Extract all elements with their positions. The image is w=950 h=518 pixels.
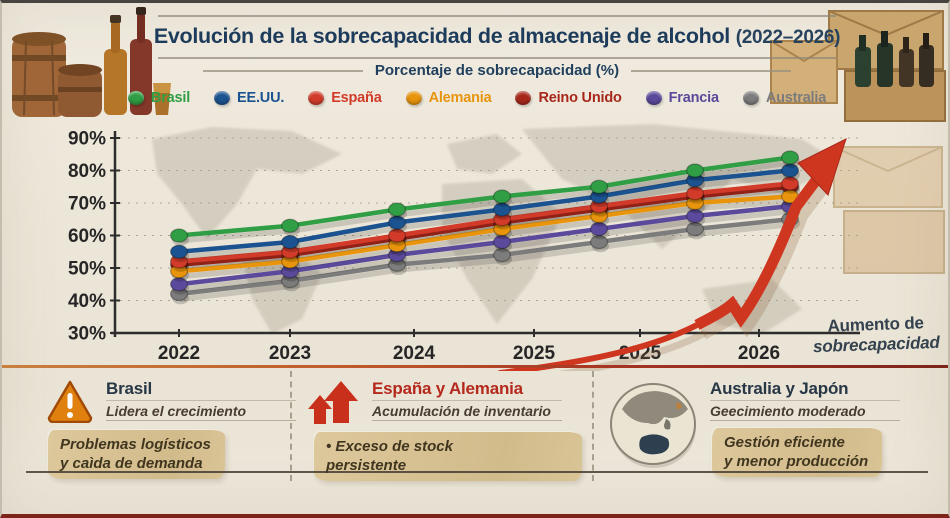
- note-line: y menor producción: [724, 453, 869, 470]
- x-tick-label: 2022: [158, 343, 200, 364]
- y-tick-label: 30%: [68, 324, 106, 345]
- y-tick-label: 70%: [68, 194, 106, 215]
- subtitle-rule-left: [202, 69, 363, 72]
- data-point: [589, 179, 608, 194]
- data-point: [388, 202, 407, 217]
- y-tick-label: 50%: [68, 259, 106, 280]
- panel-title: Australia y Japón: [710, 379, 900, 401]
- y-tick-label: 90%: [68, 129, 106, 150]
- data-point: [281, 234, 300, 250]
- legend-label: EE.UU.: [237, 90, 285, 106]
- title-rule-bottom: [158, 57, 836, 59]
- note-box: • Exceso de stock persistente: [314, 432, 582, 481]
- house-arrow-icon: [308, 381, 358, 424]
- legend-dot: [308, 91, 325, 105]
- chart-subtitle: Porcentaje de sobrecapacidad (%): [374, 62, 620, 79]
- panel-title: Brasil: [106, 379, 296, 401]
- boxes-decoration: [833, 146, 945, 274]
- legend-dot: [405, 91, 422, 105]
- legend-label: España: [331, 90, 382, 106]
- data-point: [685, 163, 704, 178]
- data-point: [170, 228, 189, 243]
- header: Evolución de la sobrecapacidad de almace…: [152, 13, 842, 79]
- x-tick-label: 2023: [269, 343, 311, 364]
- legend-label: Australia: [765, 90, 827, 106]
- globe-icon: [610, 383, 696, 468]
- barrels-bottles-illustration: [12, 7, 171, 117]
- page-title: Evolución de la sobrecapacidad de almace…: [152, 21, 842, 53]
- panel-title: España y Alemania: [372, 379, 562, 401]
- legend-dot: [645, 91, 662, 105]
- subtitle-rule-right: [631, 69, 792, 72]
- legend-label: Brasil: [150, 90, 191, 106]
- note-line: y caìda de demanda: [60, 455, 203, 472]
- series-brasil: [170, 150, 800, 246]
- data-point: [170, 244, 189, 259]
- section-divider: [2, 365, 948, 368]
- series-australia: [170, 212, 800, 305]
- page-title-text: Evolución de la sobrecapacidad de almace…: [153, 24, 730, 48]
- note-box: Gestión eficiente y menor producción: [712, 428, 883, 477]
- y-tick-label: 80%: [68, 161, 106, 182]
- legend-dot: [515, 91, 532, 105]
- series-espa-a: [170, 176, 800, 272]
- boxes-bottles-illustration: [770, 10, 946, 122]
- data-point: [493, 189, 512, 204]
- panel-australia-japon: Australia y Japón Geecimiento moderado G…: [594, 371, 948, 481]
- axes: [110, 131, 860, 337]
- y-axis-labels: 90% 80% 70% 60% 50% 40% 30%: [68, 129, 106, 345]
- legend-label: Francia: [668, 90, 719, 106]
- panel-subtitle: Geecimiento moderado: [710, 403, 866, 419]
- legend-label: Alemania: [428, 90, 492, 106]
- legend-item: Alemania: [405, 90, 492, 106]
- summary-panels: Brasil Lidera el crecimiento Problemas l…: [2, 371, 948, 481]
- x-tick-label: 2024: [393, 343, 436, 364]
- data-point: [281, 218, 300, 233]
- gridlines: [120, 137, 860, 301]
- warning-icon: [47, 380, 93, 423]
- line-chart: 90% 80% 70% 60% 50% 40% 30% 2022 2023 2024 2025 202…: [68, 124, 945, 371]
- chart-legend: Brasil EE.UU. España Alemania Reino Unido Fra…: [2, 90, 948, 106]
- data-point: [780, 150, 799, 165]
- y-tick-label: 40%: [68, 291, 106, 312]
- note-box: Problemas logísticos y caìda de demanda: [48, 430, 225, 479]
- title-rule-top: [158, 15, 836, 17]
- panel-subtitle: Lidera el crecimiento: [106, 403, 247, 419]
- series-francia: [170, 199, 800, 295]
- panel-brasil: Brasil Lidera el crecimiento Problemas l…: [2, 371, 296, 481]
- growth-arrow: [497, 138, 847, 371]
- legend-dot: [742, 91, 759, 105]
- legend-item: EE.UU.: [214, 90, 284, 106]
- legend-label: Reino Unido: [538, 90, 622, 106]
- legend-item: Australia: [742, 90, 827, 106]
- bottom-rule: [26, 471, 928, 473]
- legend-item: Reino Unido: [515, 90, 622, 106]
- note-line: Gestión eficiente: [724, 434, 845, 451]
- arrow-annotation: Aumento de sobrecapacidad: [799, 312, 948, 357]
- legend-item: Francia: [645, 90, 719, 106]
- legend-item: España: [308, 90, 382, 106]
- note-line: Problemas logísticos: [60, 436, 211, 453]
- legend-dot: [214, 91, 231, 105]
- page-title-period: (2022–2026): [735, 27, 841, 48]
- note-line: • Exceso de stock persistente: [326, 438, 453, 474]
- series-alemania: [170, 189, 800, 282]
- panel-espana-alemania: España y Alemania Acumulación de inventa…: [290, 371, 594, 481]
- legend-dot: [127, 91, 144, 105]
- legend-item: Brasil: [127, 90, 191, 106]
- y-tick-label: 60%: [68, 226, 106, 247]
- x-tick-label: 2025: [513, 343, 556, 364]
- x-axis-labels: 2022 2023 2024 2025 2025 2026: [158, 343, 780, 364]
- panel-subtitle: Acumulación de inventario: [372, 403, 551, 419]
- x-tick-label: 2026: [738, 343, 780, 364]
